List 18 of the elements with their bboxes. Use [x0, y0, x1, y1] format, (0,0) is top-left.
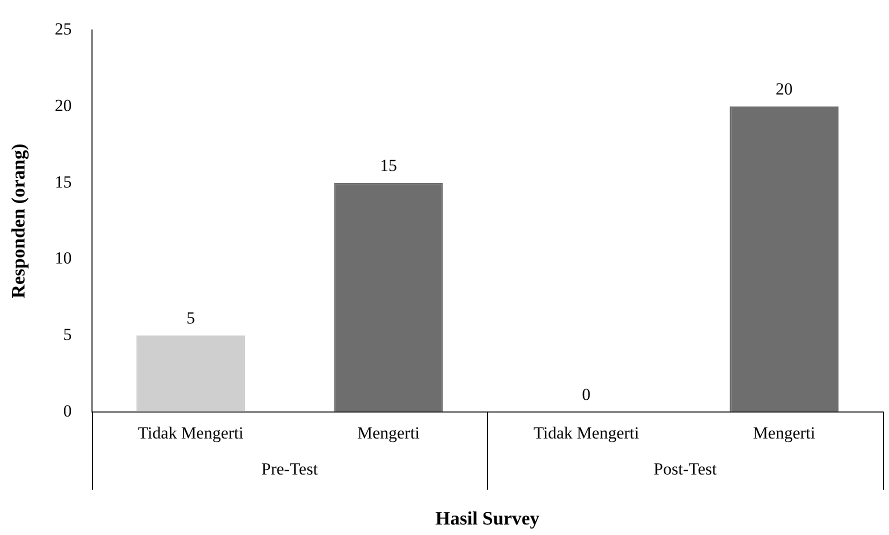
- y-axis-title: Responden (orang): [8, 144, 30, 298]
- y-tick-label: 20: [54, 96, 72, 115]
- x-axis-title: Hasil Survey: [435, 508, 540, 530]
- x-tick-label: Tidak Mengerti: [138, 423, 244, 442]
- y-tick-label: 10: [54, 248, 72, 268]
- x-tick-label: Tidak Mengerti: [533, 423, 640, 442]
- x-tick-label: Mengerti: [752, 423, 816, 442]
- text: Pre-Test: [261, 459, 318, 478]
- data-label: 5: [186, 308, 195, 328]
- y-tick-label: 25: [54, 20, 72, 39]
- y-tick-label: 0: [63, 401, 72, 420]
- y-tick-label: 5: [63, 324, 72, 344]
- data-label: 15: [380, 156, 397, 175]
- data-label: 0: [582, 384, 591, 404]
- y-tick-label: 15: [54, 172, 72, 192]
- data-label: 20: [776, 79, 793, 98]
- x-tick-label: Mengerti: [357, 423, 420, 442]
- text: Post-Test: [654, 459, 717, 478]
